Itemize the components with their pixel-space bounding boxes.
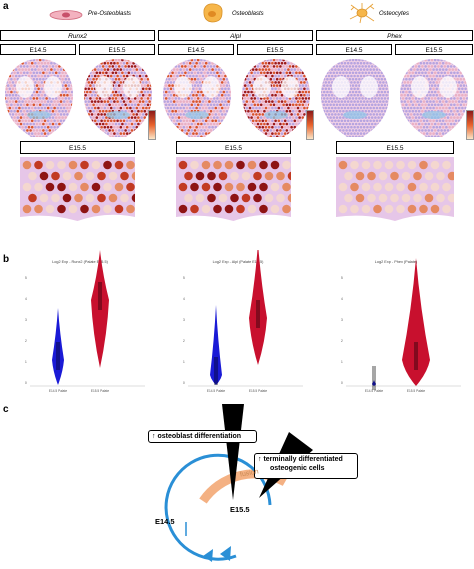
alpl-zoom-label: E15.5 — [176, 141, 291, 154]
panel-a-letter: a — [3, 1, 9, 12]
violin-x-label: E15.5 Palate — [248, 389, 268, 393]
tissue-section-0 — [5, 59, 73, 137]
callout-terminal-differentiation: ↑ terminally differentiated osteogenic c… — [254, 453, 358, 479]
zoom-image-1 — [176, 157, 291, 227]
violin-shape — [210, 305, 222, 385]
violin-plot-0 — [30, 250, 145, 387]
e14-timeline-label: E14.5 — [155, 517, 175, 526]
violin-y-tick: 0 — [341, 381, 343, 385]
osteoblasts-label: Osteoblasts — [232, 11, 264, 17]
gene-runx2-header: Runx2 — [0, 30, 155, 41]
gene-alpl-header: Alpl — [158, 30, 313, 41]
callout-osteoblast-differentiation: ↑ osteoblast differentiation — [148, 430, 257, 443]
violin-y-tick: 3 — [341, 318, 343, 322]
panel-b-letter: b — [3, 254, 10, 265]
pre-osteoblasts-label: Pre-Osteoblasts — [88, 11, 132, 17]
arrowhead-2 — [220, 546, 231, 561]
violin-y-tick: 0 — [183, 381, 185, 385]
phex-e14-label: E14.5 — [316, 44, 392, 55]
tissue-section-4 — [321, 59, 389, 137]
violin-plot-1 — [188, 250, 303, 387]
violin-y-tick: 2 — [183, 339, 185, 343]
osteocytes-label: Osteocytes — [379, 11, 410, 17]
callout-terminal-line2: osteogenic cells — [270, 465, 325, 472]
violin-x-label: E14.5 Palate — [48, 389, 68, 393]
violin-x-label: E15.5 Palate — [406, 389, 426, 393]
violin-y-tick: 5 — [183, 276, 185, 280]
violin-y-tick: 3 — [25, 318, 27, 322]
alpl-color-scale — [306, 110, 314, 140]
arrowhead-1 — [203, 549, 213, 562]
violin-x-label: E15.5 Palate — [90, 389, 110, 393]
phex-e15-label: E15.5 — [395, 44, 473, 55]
violin-shape — [402, 258, 430, 386]
violin-y-tick: 4 — [341, 297, 343, 301]
osteoblast-cell-icon — [200, 2, 226, 29]
violin-y-tick: 4 — [183, 297, 185, 301]
violin-x-label: E14.5 Palate — [206, 389, 226, 393]
pre-osteoblast-cell-icon — [48, 8, 84, 27]
tissue-section-2 — [163, 59, 231, 137]
tissue-section-1 — [84, 59, 152, 137]
violin-y-tick: 2 — [25, 339, 27, 343]
violin-y-tick: 1 — [183, 360, 185, 364]
violin-plot-2 — [346, 258, 461, 390]
osteocyte-cell-icon — [348, 2, 376, 29]
runx2-e14-label: E14.5 — [0, 44, 76, 55]
violin-y-tick: 1 — [25, 360, 27, 364]
violin-shape — [372, 380, 376, 386]
runx2-e15-label: E15.5 — [79, 44, 155, 55]
gene-phex-header: Phex — [316, 30, 473, 41]
e15-timeline-label: E15.5 — [230, 505, 250, 514]
violin-shape — [52, 308, 64, 385]
violin-title-0: Log2 Exp - Runx2 (Palate E15.5) — [52, 260, 108, 264]
wedge-osteoblast — [222, 404, 244, 500]
zoom-image-0 — [20, 157, 135, 227]
violin-title-1: Log2 Exp - Alpl (Palate E15.5) — [212, 260, 264, 264]
alpl-e14-label: E14.5 — [158, 44, 234, 55]
runx2-color-scale — [148, 110, 156, 140]
callout-terminal-line1: ↑ terminally differentiated — [258, 456, 343, 463]
violin-y-tick: 3 — [183, 318, 185, 322]
violin-shape — [249, 250, 267, 365]
runx2-zoom-label: E15.5 — [20, 141, 135, 154]
violin-y-tick: 5 — [25, 276, 27, 280]
violin-y-tick: 0 — [25, 381, 27, 385]
violin-x-label: E14.5 Palate — [364, 389, 384, 393]
violin-shape — [91, 250, 109, 368]
tissue-section-3 — [242, 59, 310, 137]
alpl-e15-label: E15.5 — [237, 44, 313, 55]
violin-y-tick: 2 — [341, 339, 343, 343]
violin-y-tick: 5 — [341, 276, 343, 280]
panel-c-letter: c — [3, 404, 9, 415]
tissue-section-5 — [400, 59, 468, 137]
violin-title-2: Log2 Exp - Phex (Palate) — [374, 260, 418, 264]
zoom-image-2 — [336, 157, 454, 227]
violin-y-tick: 4 — [25, 297, 27, 301]
violin-y-tick: 1 — [341, 360, 343, 364]
phex-zoom-label: E15.5 — [336, 141, 454, 154]
